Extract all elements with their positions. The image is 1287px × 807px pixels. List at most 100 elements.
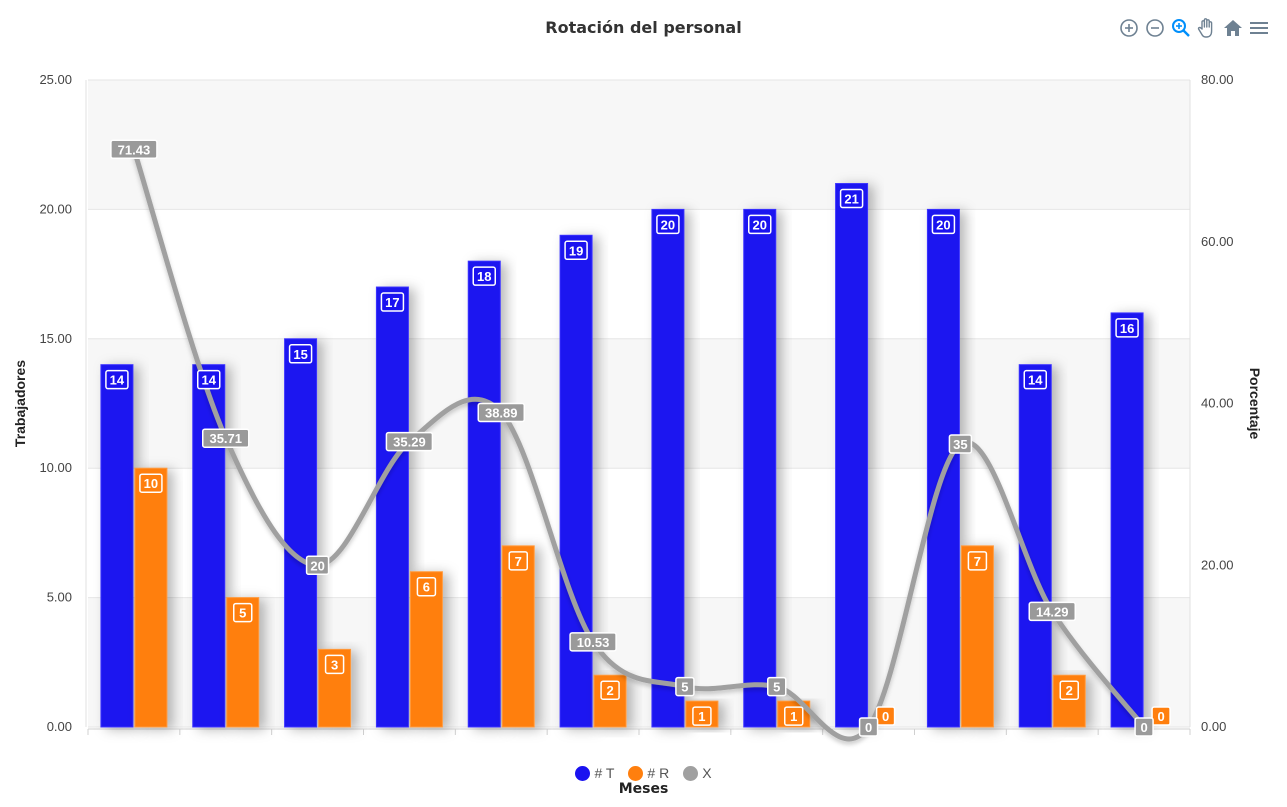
svg-text:19: 19 xyxy=(569,243,583,258)
data-label-x: 14.29 xyxy=(1028,601,1076,622)
svg-text:10: 10 xyxy=(144,476,158,491)
svg-text:20: 20 xyxy=(661,217,675,232)
selection-zoom-icon[interactable] xyxy=(1170,16,1192,40)
data-label-r: 5 xyxy=(233,602,253,623)
data-label-x: 0 xyxy=(858,717,879,737)
legend-label-r: # R xyxy=(647,765,670,781)
bar-r xyxy=(318,648,352,728)
menu-icon[interactable] xyxy=(1248,16,1270,40)
data-label-r: 3 xyxy=(324,654,345,675)
svg-text:35: 35 xyxy=(953,437,967,452)
data-label-x: 38.89 xyxy=(477,402,525,423)
svg-text:0: 0 xyxy=(1140,720,1147,735)
legend-item-x[interactable]: X xyxy=(683,765,712,781)
data-label-t: 16 xyxy=(1115,318,1139,338)
y-tick-label-left: 20.00 xyxy=(39,201,72,216)
svg-text:14: 14 xyxy=(110,373,125,388)
y-tick-label-right: 0.00 xyxy=(1201,719,1226,734)
data-label-x: 71.43 xyxy=(110,139,158,160)
data-label-x: 20 xyxy=(305,555,330,575)
chart-legend: # T # R X xyxy=(0,765,1287,781)
grid-band xyxy=(88,338,1190,469)
data-label-x: 35.71 xyxy=(202,428,250,448)
data-label-x: 35.29 xyxy=(385,431,434,452)
svg-text:20: 20 xyxy=(310,558,324,573)
data-label-t: 19 xyxy=(564,240,588,261)
bar-t xyxy=(1110,312,1144,728)
svg-text:0: 0 xyxy=(865,720,872,735)
y-tick-label-right: 20.00 xyxy=(1201,557,1234,572)
svg-text:71.43: 71.43 xyxy=(118,142,151,157)
pan-hand-icon[interactable] xyxy=(1196,16,1218,40)
data-label-r: 0 xyxy=(1151,706,1171,726)
svg-text:14: 14 xyxy=(1028,373,1043,388)
bar-t xyxy=(835,183,869,728)
y-axis-title-left: Trabajadores xyxy=(12,360,28,447)
data-label-t: 20 xyxy=(656,214,680,235)
svg-text:2: 2 xyxy=(1066,683,1073,698)
data-label-r: 7 xyxy=(967,551,988,571)
data-label-r: 1 xyxy=(692,706,712,726)
svg-text:38.89: 38.89 xyxy=(485,405,518,420)
bar-t xyxy=(284,338,318,728)
y-tick-label-left: 0.00 xyxy=(47,719,72,734)
data-label-x: 5 xyxy=(767,676,787,697)
svg-text:35.71: 35.71 xyxy=(209,431,242,446)
bar-t xyxy=(375,286,409,728)
bar-t xyxy=(743,208,777,728)
svg-text:18: 18 xyxy=(477,269,491,284)
svg-text:0: 0 xyxy=(882,709,889,724)
y-tick-label-right: 40.00 xyxy=(1201,396,1234,411)
legend-label-t: # T xyxy=(594,765,615,781)
data-label-t: 21 xyxy=(839,188,864,209)
svg-text:35.29: 35.29 xyxy=(393,435,426,450)
y-tick-label-left: 25.00 xyxy=(39,72,72,87)
legend-marker-r xyxy=(628,765,644,781)
bar-t xyxy=(467,260,501,728)
legend-item-r[interactable]: # R xyxy=(628,765,669,781)
bar-r xyxy=(960,545,994,728)
svg-text:14.29: 14.29 xyxy=(1036,604,1069,619)
data-label-t: 20 xyxy=(748,214,772,235)
y-tick-label-left: 10.00 xyxy=(39,460,72,475)
data-label-r: 7 xyxy=(508,551,528,571)
bar-t xyxy=(559,234,593,728)
svg-text:7: 7 xyxy=(974,554,981,569)
svg-text:21: 21 xyxy=(844,192,858,207)
data-label-r: 10 xyxy=(139,473,163,493)
grid-band xyxy=(88,80,1190,210)
data-label-r: 1 xyxy=(784,706,804,726)
chart-title: Rotación del personal xyxy=(545,18,742,37)
bar-r xyxy=(134,467,168,728)
reset-home-icon[interactable] xyxy=(1222,16,1244,40)
svg-text:1: 1 xyxy=(698,709,705,724)
data-label-x: 5 xyxy=(675,676,695,697)
data-label-r: 0 xyxy=(875,706,896,726)
svg-text:3: 3 xyxy=(331,657,338,672)
svg-text:5: 5 xyxy=(681,680,688,695)
legend-item-t[interactable]: # T xyxy=(575,765,614,781)
svg-text:5: 5 xyxy=(773,680,780,695)
svg-text:2: 2 xyxy=(606,683,613,698)
data-label-x: 35 xyxy=(948,434,973,454)
y-axis-title-right: Porcentaje xyxy=(1247,368,1263,440)
data-label-r: 6 xyxy=(416,576,437,597)
svg-text:20: 20 xyxy=(753,217,767,232)
data-label-t: 20 xyxy=(931,214,956,235)
line-series-x xyxy=(131,146,1147,742)
y-tick-label-right: 60.00 xyxy=(1201,234,1234,249)
zoom-in-icon[interactable] xyxy=(1118,16,1140,40)
svg-text:0: 0 xyxy=(1157,709,1164,724)
svg-text:1: 1 xyxy=(790,709,797,724)
zoom-out-icon[interactable] xyxy=(1144,16,1166,40)
svg-text:15: 15 xyxy=(293,347,307,362)
data-label-r: 2 xyxy=(600,680,620,700)
data-label-x: 10.53 xyxy=(569,632,617,652)
svg-text:14: 14 xyxy=(202,373,217,388)
svg-text:7: 7 xyxy=(515,554,522,569)
chart-toolbar xyxy=(1118,16,1270,40)
x-axis-title: Meses xyxy=(618,781,669,797)
data-label-t: 17 xyxy=(380,292,405,312)
data-label-t: 14 xyxy=(105,369,129,390)
